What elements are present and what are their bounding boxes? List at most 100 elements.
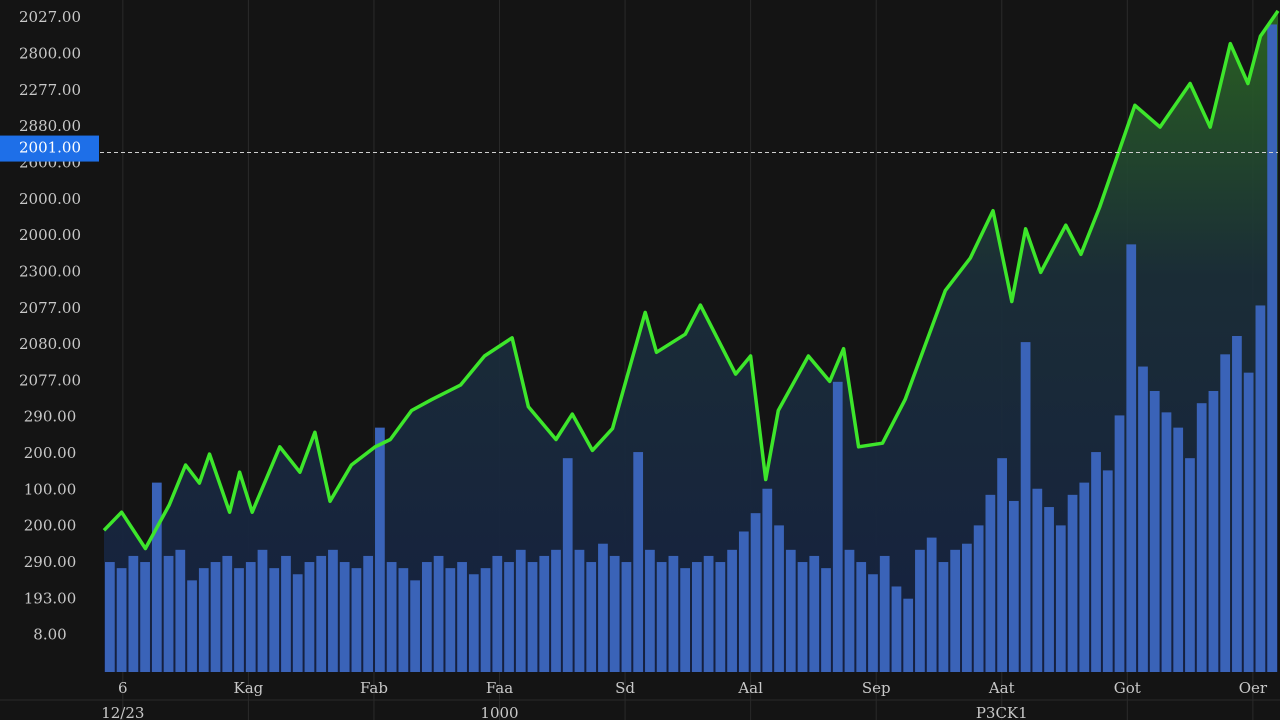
volume-bar xyxy=(598,543,608,672)
volume-bar xyxy=(410,580,420,672)
volume-bar xyxy=(375,427,385,672)
y-tick-label: 2800.00 xyxy=(19,44,81,62)
volume-bar xyxy=(468,574,479,672)
area-fill xyxy=(104,10,1278,672)
volume-bar xyxy=(586,562,597,672)
price-badge-label: 2001.00 xyxy=(19,139,81,157)
volume-bar xyxy=(1161,412,1172,672)
x-tick-label: Faa xyxy=(486,679,513,697)
volume-bar xyxy=(1243,372,1254,672)
y-tick-label: 193.00 xyxy=(24,589,77,607)
volume-bar xyxy=(175,549,186,672)
volume-bar xyxy=(128,555,139,672)
volume-bar xyxy=(1114,415,1125,672)
volume-bar xyxy=(762,488,773,672)
x-tick-label: Kag xyxy=(234,679,264,697)
volume-bar xyxy=(457,562,467,672)
volume-bar xyxy=(492,555,503,672)
volume-bar xyxy=(363,555,374,672)
volume-bar xyxy=(1149,390,1160,672)
volume-bar xyxy=(140,562,150,672)
volume-bar xyxy=(1208,390,1219,672)
volume-bar xyxy=(539,555,550,672)
volume-bar xyxy=(844,549,855,672)
volume-bar xyxy=(750,513,761,672)
x-tick-label: Fab xyxy=(360,679,388,697)
y-tick-label: 2000.00 xyxy=(19,226,81,244)
volume-bar xyxy=(1232,336,1242,672)
volume-bar xyxy=(703,555,714,672)
volume-bar xyxy=(222,555,233,672)
volume-bar xyxy=(668,555,679,672)
x-sublabel: 12/23 xyxy=(101,704,144,720)
y-tick-label: 2080.00 xyxy=(19,335,81,353)
volume-bar xyxy=(774,525,784,672)
volume-bar xyxy=(1220,354,1231,672)
volume-bar xyxy=(504,562,514,672)
volume-bar xyxy=(421,562,432,672)
volume-bar xyxy=(915,549,925,672)
volume-bar xyxy=(832,381,843,672)
y-tick-label: 2027.00 xyxy=(19,8,81,26)
volume-bar xyxy=(480,568,491,672)
volume-bar xyxy=(1173,427,1184,672)
volume-bar xyxy=(527,562,538,672)
price-line xyxy=(102,9,1280,551)
y-tick-label: 2000.00 xyxy=(19,190,81,208)
volume-bar xyxy=(1079,482,1090,672)
volume-bar xyxy=(1138,366,1148,672)
volume-bar xyxy=(257,549,268,672)
volume-bar xyxy=(210,562,221,672)
volume-bar xyxy=(856,562,867,672)
y-tick-label: 290.00 xyxy=(24,553,77,571)
volume-bar xyxy=(187,580,197,672)
volume-bar xyxy=(1255,305,1266,672)
y-tick-label: 8.00 xyxy=(33,626,66,644)
volume-bar xyxy=(797,562,808,672)
volume-bar xyxy=(809,555,820,672)
volume-bar xyxy=(985,494,996,672)
volume-bar xyxy=(621,562,632,672)
volume-bar xyxy=(339,562,350,672)
volume-bar xyxy=(727,549,737,672)
volume-bar xyxy=(997,458,1007,672)
volume-bar xyxy=(269,568,280,672)
volume-bar xyxy=(926,537,937,672)
volume-bar xyxy=(656,562,667,672)
volume-bar xyxy=(328,549,338,672)
volume-bar xyxy=(445,568,456,672)
y-tick-label: 2077.00 xyxy=(19,371,81,389)
volume-bar xyxy=(821,568,831,672)
volume-bar xyxy=(633,452,644,672)
volume-bar xyxy=(1196,403,1207,672)
volume-bar xyxy=(692,562,702,672)
volume-bar xyxy=(433,555,444,672)
y-tick-label: 200.00 xyxy=(24,517,77,535)
volume-bar xyxy=(234,568,244,672)
volume-bar xyxy=(151,482,162,672)
x-sublabel: 1000 xyxy=(480,704,518,720)
volume-bar xyxy=(1091,452,1101,672)
volume-bar xyxy=(1044,507,1054,672)
y-tick-label: 200.00 xyxy=(24,444,77,462)
volume-bar xyxy=(1032,488,1043,672)
price-badge xyxy=(0,135,99,162)
volume-bar xyxy=(950,549,961,672)
x-tick-label: Sd xyxy=(615,679,635,697)
volume-bar xyxy=(245,562,256,672)
y-tick-label: 2880.00 xyxy=(19,117,81,135)
volume-bar xyxy=(163,555,174,672)
volume-bar xyxy=(1185,458,1195,672)
x-tick-label: Aat xyxy=(988,679,1015,697)
volume-bar xyxy=(891,586,902,672)
volume-bar xyxy=(292,574,303,672)
y-tick-label: 2077.00 xyxy=(19,299,81,317)
y-tick-label: 2300.00 xyxy=(19,262,81,280)
volume-bar xyxy=(116,568,127,672)
volume-bar xyxy=(1267,24,1277,673)
y-tick-label: 2277.00 xyxy=(19,81,81,99)
volume-bar xyxy=(1102,470,1113,672)
volume-bar xyxy=(973,525,984,672)
volume-bar xyxy=(386,562,397,672)
